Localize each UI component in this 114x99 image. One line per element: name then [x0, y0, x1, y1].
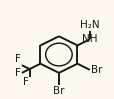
Text: NH: NH — [81, 34, 97, 44]
Text: Br: Br — [53, 86, 64, 96]
Text: F: F — [15, 54, 21, 64]
Text: F: F — [23, 77, 28, 87]
Text: H₂N: H₂N — [79, 20, 99, 30]
Text: Br: Br — [90, 65, 101, 75]
Text: F: F — [15, 68, 21, 78]
